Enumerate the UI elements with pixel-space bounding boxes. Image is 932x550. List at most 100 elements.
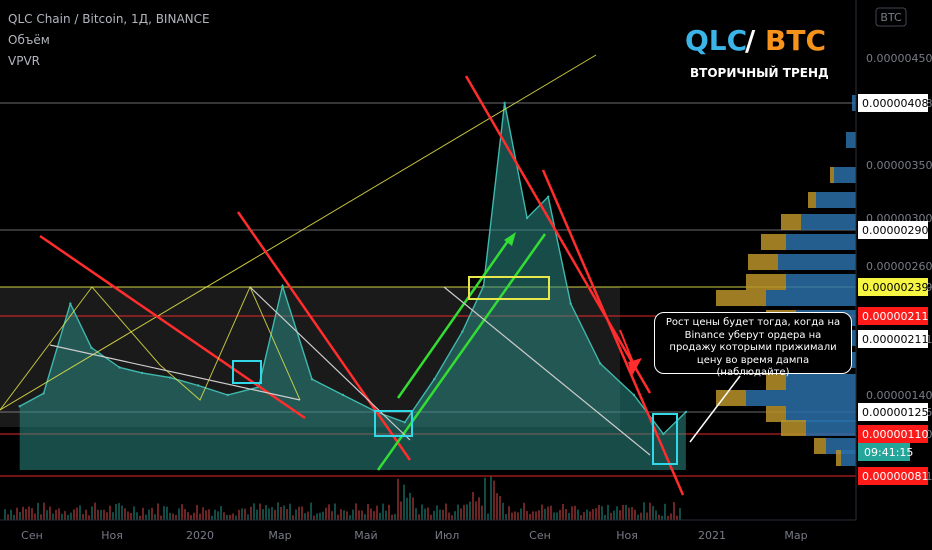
vpvr-bar-gold-12 <box>766 374 786 390</box>
uptrend-arrowhead <box>504 232 516 246</box>
price-point-7 <box>197 384 200 387</box>
price-point-11 <box>310 378 314 381</box>
x-tick-label-3: Мар <box>268 529 291 542</box>
price-point-20 <box>547 195 550 198</box>
price-tag-3: 0.00000211 <box>858 307 928 325</box>
vpvr-bar-17 <box>841 450 856 466</box>
price-point-8 <box>226 393 229 397</box>
x-tick-label-4: Май <box>354 529 377 542</box>
price-point-24 <box>662 432 665 436</box>
price-point-22 <box>599 362 602 365</box>
price-point-23 <box>632 393 636 397</box>
x-tick-label-2: 2020 <box>186 529 214 542</box>
x-tick-label-1: Ноя <box>101 529 123 542</box>
highlight-boxes <box>232 276 678 465</box>
pattern-line-grey-1 <box>49 344 301 401</box>
vpvr-bar-gold-5 <box>761 234 786 250</box>
svg-text:0.00000408: 0.00000408 <box>862 97 928 110</box>
symbol-legend: QLC Chain / Bitcoin, 1Д, BINANCE Объём V… <box>8 9 210 72</box>
highlight-box-2 <box>374 410 413 437</box>
volume-bars <box>4 476 681 520</box>
x-tick-label-5: Июл <box>435 529 460 542</box>
price-axis[interactable]: 0.000004500.000004080.000003500.00000300… <box>855 0 932 550</box>
vpvr-bar-12 <box>786 374 856 390</box>
vpvr-bar-14 <box>786 406 856 422</box>
price-point-15 <box>433 378 436 381</box>
price-point-16 <box>461 330 464 333</box>
vpvr-bar-3 <box>816 192 856 208</box>
time-axis[interactable]: Сен Ноя 2020 Мар Май Июл Сен Ноя 2021 Мар <box>0 519 856 542</box>
symbol-title[interactable]: QLC Chain / Bitcoin, 1Д, BINANCE <box>8 12 210 26</box>
vpvr-bar-gold-3 <box>808 192 816 208</box>
price-point-6 <box>168 376 172 379</box>
currency-badge-label: BTC <box>880 11 902 24</box>
vpvr-bar-5 <box>786 234 856 250</box>
downtrend-line-4 <box>541 169 685 496</box>
svg-text:0.00000290: 0.00000290 <box>862 224 928 237</box>
chart-title: QLC / BTC ВТОРИЧНЫЙ ТРЕНД <box>685 24 829 80</box>
svg-text:0.00000110: 0.00000110 <box>862 428 928 441</box>
vpvr-bar-4 <box>801 214 856 230</box>
svg-text:0.00000081: 0.00000081 <box>862 470 928 483</box>
volume-indicator-label[interactable]: Объём <box>8 33 50 47</box>
highlight-box-yellow <box>468 276 550 300</box>
countdown-tag: 09:41:15 <box>858 443 913 461</box>
price-tag-2: 0.00000239 <box>858 278 928 296</box>
price-point-14 <box>403 421 406 424</box>
vpvr-bar-2 <box>834 167 856 183</box>
title-slash: / <box>745 24 756 57</box>
y-tick-label-2: 0.00000350 <box>866 159 932 172</box>
uptrend-channel-upper <box>396 237 512 399</box>
price-point-2 <box>69 302 72 305</box>
vpvr-bar-gold-13 <box>716 390 746 406</box>
svg-text:0.00000211: 0.00000211 <box>862 333 928 346</box>
vpvr-bar-0 <box>852 95 856 111</box>
title-subtitle: ВТОРИЧНЫЙ ТРЕНД <box>690 65 829 80</box>
price-series <box>18 101 688 470</box>
countdown-label: 09:41:15 <box>864 446 913 459</box>
price-point-4 <box>118 366 121 369</box>
pattern-line-grey-3 <box>443 286 651 456</box>
vpvr-bar-gold-16 <box>814 438 826 454</box>
annotation-note: Рост цены будет тогда, когда на Binance … <box>654 312 852 378</box>
price-point-19 <box>525 216 529 220</box>
price-tag-6: 0.00000110 <box>858 425 928 443</box>
price-point-21 <box>569 302 572 305</box>
price-area-fill <box>19 103 686 470</box>
vpvr-bar-gold-14 <box>766 406 786 422</box>
y-tick-label-7: 0.00000140 <box>866 389 932 402</box>
highlight-box-1 <box>232 360 262 384</box>
svg-text:0.00000211: 0.00000211 <box>862 310 928 323</box>
vpvr-bar-gold-15 <box>781 420 806 436</box>
price-point-1 <box>42 392 45 395</box>
vpvr-bar-8 <box>766 290 856 306</box>
price-tag-4: 0.00000211 <box>858 330 928 348</box>
price-point-12 <box>341 393 345 397</box>
svg-text:0.00000125: 0.00000125 <box>862 406 928 419</box>
downtrend-arrowhead <box>628 358 642 376</box>
uptrend-channel-lower <box>376 233 547 471</box>
vpvr-bar-gold-4 <box>781 214 801 230</box>
highlight-box-current <box>652 413 678 465</box>
price-point-17 <box>482 284 485 288</box>
vpvr-bar-gold-8 <box>716 290 766 306</box>
price-point-0 <box>18 405 21 408</box>
price-point-10 <box>281 284 284 288</box>
x-tick-label-7: Ноя <box>616 529 638 542</box>
price-tag-5: 0.00000125 <box>858 403 928 421</box>
currency-badge[interactable] <box>875 7 907 27</box>
x-tick-label-9: Мар <box>784 529 807 542</box>
trend-drawings <box>0 54 741 496</box>
title-quote: BTC <box>765 24 826 57</box>
y-tick-label-0: 0.00000450 <box>866 52 932 65</box>
pattern-line-grey-2 <box>249 286 411 441</box>
x-tick-label-8: 2021 <box>698 529 726 542</box>
y-tick-label-4: 0.00000260 <box>866 260 932 273</box>
downtrend-line-3 <box>464 75 652 394</box>
x-tick-label-6: Сен <box>529 529 551 542</box>
price-tag-0: 0.00000408 <box>858 94 928 112</box>
vpvr-indicator-label[interactable]: VPVR <box>8 54 40 68</box>
price-tag-1: 0.00000290 <box>858 221 928 239</box>
downtrend-line-1 <box>39 234 306 420</box>
